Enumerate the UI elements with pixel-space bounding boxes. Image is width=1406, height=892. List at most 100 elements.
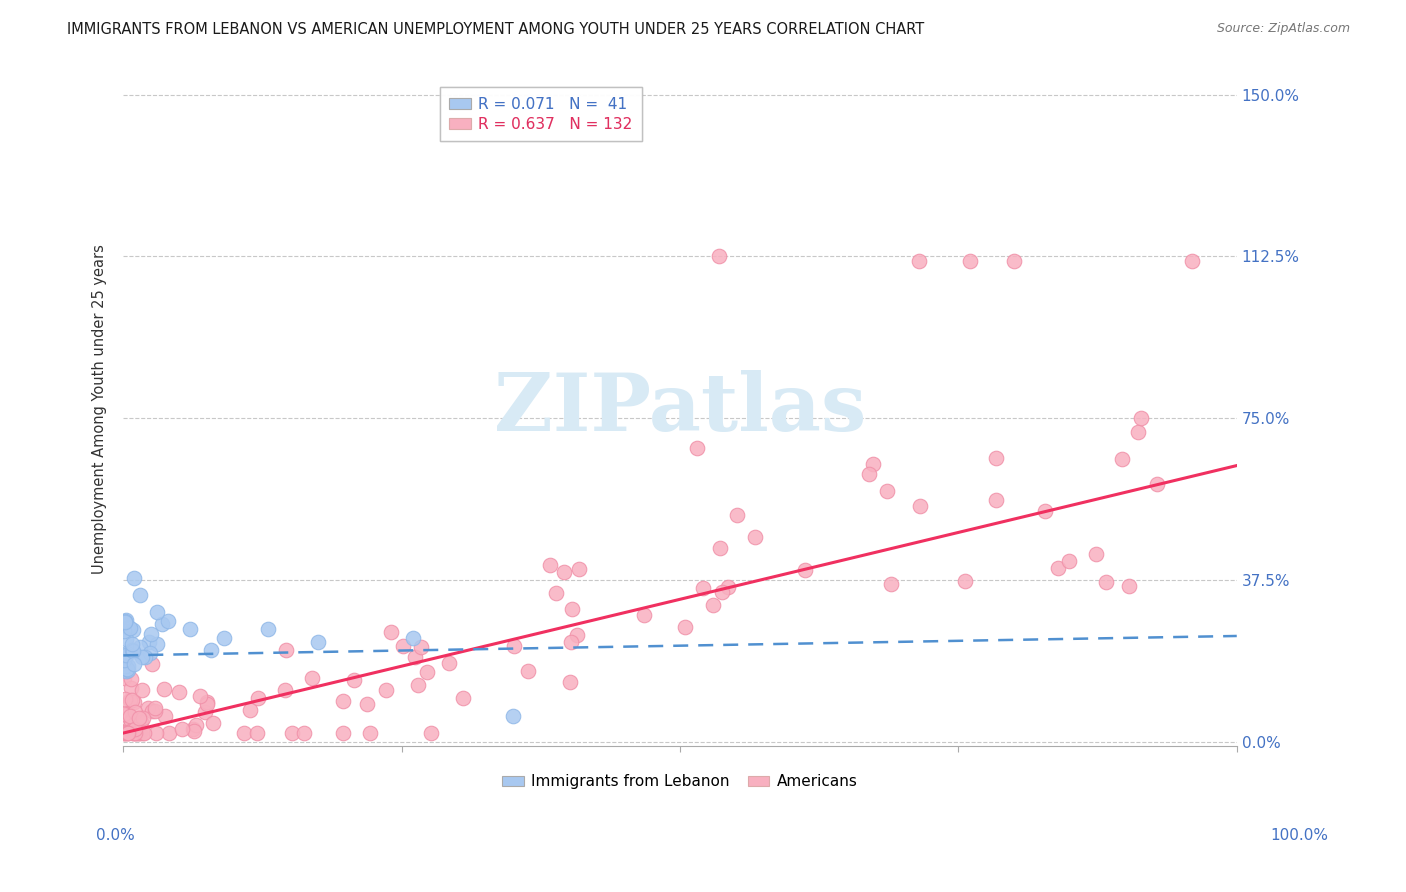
Point bbox=[122, 657, 145, 672]
Point bbox=[246, 690, 269, 705]
Point bbox=[194, 706, 217, 720]
Point bbox=[1111, 451, 1133, 466]
Point bbox=[186, 717, 208, 731]
Point bbox=[117, 726, 139, 740]
Point bbox=[112, 624, 135, 638]
Point bbox=[117, 646, 139, 660]
Point bbox=[138, 635, 160, 649]
Point bbox=[984, 493, 1007, 508]
Point bbox=[673, 619, 696, 633]
Point bbox=[115, 648, 138, 663]
Point bbox=[114, 726, 136, 740]
Point bbox=[200, 643, 222, 657]
Point bbox=[292, 726, 315, 740]
Point bbox=[121, 637, 143, 651]
Point bbox=[117, 659, 139, 673]
Point bbox=[411, 640, 433, 655]
Point bbox=[710, 585, 733, 599]
Point bbox=[136, 701, 159, 715]
Point bbox=[356, 697, 378, 711]
Point bbox=[145, 605, 167, 619]
Y-axis label: Unemployment Among Youth under 25 years: Unemployment Among Youth under 25 years bbox=[93, 244, 107, 574]
Text: ZIPatlas: ZIPatlas bbox=[494, 370, 866, 449]
Point bbox=[692, 581, 714, 595]
Point bbox=[114, 632, 136, 646]
Point bbox=[1130, 411, 1153, 425]
Point bbox=[172, 722, 194, 736]
Point bbox=[301, 671, 323, 685]
Point bbox=[139, 627, 162, 641]
Point bbox=[132, 726, 155, 740]
Point bbox=[276, 642, 298, 657]
Point bbox=[128, 710, 150, 724]
Point bbox=[984, 451, 1007, 466]
Point bbox=[118, 621, 141, 635]
Point bbox=[273, 683, 295, 698]
Point bbox=[128, 726, 150, 740]
Point bbox=[124, 726, 146, 740]
Point bbox=[1057, 554, 1080, 568]
Point bbox=[134, 650, 156, 665]
Point bbox=[124, 722, 146, 736]
Point bbox=[124, 705, 146, 719]
Point bbox=[122, 726, 145, 740]
Point bbox=[257, 623, 280, 637]
Point bbox=[561, 601, 583, 615]
Point bbox=[117, 721, 139, 735]
Point bbox=[125, 726, 148, 740]
Point bbox=[115, 664, 138, 678]
Point bbox=[1094, 574, 1116, 589]
Point bbox=[115, 664, 138, 678]
Point bbox=[181, 722, 204, 736]
Point bbox=[150, 617, 173, 632]
Point bbox=[546, 586, 568, 600]
Point bbox=[406, 677, 429, 691]
Point bbox=[560, 635, 582, 649]
Point bbox=[121, 693, 143, 707]
Point bbox=[129, 714, 152, 729]
Point bbox=[124, 695, 146, 709]
Point bbox=[129, 588, 152, 602]
Text: 100.0%: 100.0% bbox=[1271, 828, 1329, 843]
Point bbox=[115, 707, 138, 722]
Point bbox=[131, 683, 153, 698]
Point bbox=[118, 622, 141, 636]
Point bbox=[239, 702, 262, 716]
Point bbox=[132, 711, 155, 725]
Point bbox=[404, 649, 426, 664]
Point bbox=[141, 657, 163, 671]
Point bbox=[121, 643, 143, 657]
Point bbox=[183, 724, 205, 739]
Point bbox=[145, 726, 167, 740]
Point bbox=[709, 541, 731, 555]
Point bbox=[568, 562, 591, 576]
Point bbox=[129, 640, 152, 654]
Point bbox=[153, 708, 176, 723]
Point bbox=[121, 644, 143, 658]
Point bbox=[1085, 547, 1108, 561]
Point bbox=[332, 693, 354, 707]
Point bbox=[112, 671, 135, 685]
Point bbox=[212, 631, 235, 645]
Point bbox=[120, 672, 142, 686]
Point bbox=[122, 623, 145, 637]
Point bbox=[955, 574, 977, 589]
Point bbox=[246, 726, 269, 740]
Point bbox=[876, 484, 898, 499]
Point bbox=[169, 685, 191, 699]
Point bbox=[419, 726, 441, 740]
Point bbox=[879, 577, 901, 591]
Point bbox=[558, 674, 581, 689]
Point bbox=[112, 655, 135, 669]
Point bbox=[117, 726, 139, 740]
Point bbox=[112, 726, 135, 740]
Point bbox=[195, 696, 218, 710]
Legend: Immigrants from Lebanon, Americans: Immigrants from Lebanon, Americans bbox=[496, 768, 865, 796]
Point bbox=[139, 646, 162, 660]
Text: IMMIGRANTS FROM LEBANON VS AMERICAN UNEMPLOYMENT AMONG YOUTH UNDER 25 YEARS CORR: IMMIGRANTS FROM LEBANON VS AMERICAN UNEM… bbox=[67, 22, 925, 37]
Point bbox=[131, 649, 153, 664]
Point bbox=[112, 653, 135, 667]
Point bbox=[1118, 579, 1140, 593]
Point bbox=[232, 726, 254, 740]
Point bbox=[121, 723, 143, 737]
